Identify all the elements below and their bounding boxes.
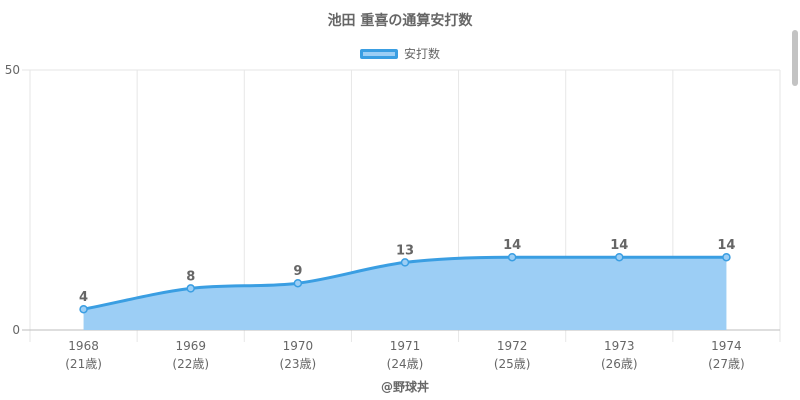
- x-tick-label: 1968: [68, 339, 99, 353]
- x-tick-sublabel: (26歳): [601, 357, 638, 371]
- data-label: 14: [610, 238, 628, 253]
- data-point: [400, 258, 410, 267]
- x-tick-sublabel: (27歳): [708, 357, 745, 371]
- data-label: 14: [717, 238, 735, 253]
- chart-title: 池田 重喜の通算安打数: [327, 13, 473, 29]
- legend[interactable]: 安打数: [0, 45, 800, 62]
- data-label: 8: [186, 269, 195, 284]
- data-label: 14: [503, 238, 521, 253]
- x-tick-label: 1969: [175, 339, 206, 353]
- data-point: [293, 278, 303, 288]
- x-tick-label: 1971: [390, 339, 421, 353]
- data-point: [507, 252, 517, 262]
- data-point: [615, 252, 624, 262]
- x-tick-sublabel: (25歳): [494, 357, 531, 371]
- data-label: 13: [396, 243, 414, 258]
- y-tick-label: 0: [12, 323, 20, 337]
- data-point: [79, 304, 88, 314]
- series-area-fill: [83, 257, 727, 330]
- x-tick-sublabel: (22歳): [172, 357, 209, 371]
- y-tick-label: 50: [5, 63, 20, 77]
- x-tick-sublabel: (21歳): [65, 357, 102, 371]
- x-tick-sublabel: (24歳): [387, 357, 424, 371]
- data-point: [186, 284, 195, 293]
- data-point: [722, 252, 731, 262]
- data-label: 9: [293, 264, 302, 279]
- x-tick-sublabel: (23歳): [280, 357, 317, 371]
- x-tick-label: 1972: [497, 339, 528, 353]
- legend-swatch: [359, 48, 398, 59]
- legend-label: 安打数: [403, 47, 440, 61]
- data-label: 4: [79, 290, 88, 305]
- x-tick-label: 1974: [711, 339, 742, 353]
- x-tick-label: 1973: [604, 339, 635, 353]
- credit-label: @野球丼: [381, 379, 429, 394]
- x-tick-label: 1970: [283, 339, 314, 353]
- scrollbar-thumb[interactable]: [792, 30, 798, 86]
